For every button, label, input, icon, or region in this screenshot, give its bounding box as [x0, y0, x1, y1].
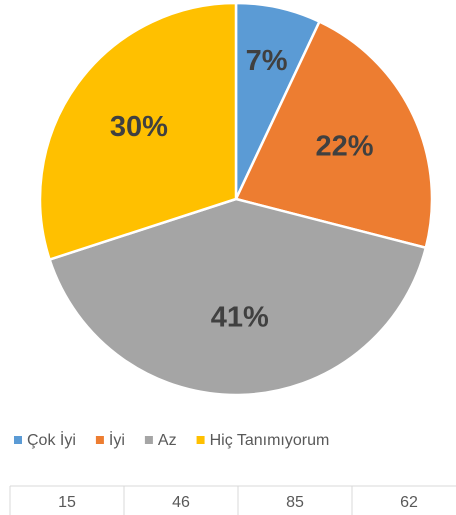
table-cell: 85 [286, 494, 304, 511]
legend-label: Az [158, 432, 177, 449]
legend-swatch [14, 436, 22, 444]
pie-slice [38, 1, 238, 262]
legend-label: Hiç Tanımıyorum [210, 432, 330, 449]
legend-label: Çok İyi [27, 430, 76, 449]
data-label: 22% [316, 131, 374, 163]
data-label: 41% [211, 302, 269, 334]
pie: 7% 22% 41% 30% [38, 1, 434, 397]
table-cell: 15 [58, 494, 76, 511]
pie-slice [48, 197, 428, 397]
legend-swatch [144, 436, 153, 444]
data-label: 30% [110, 111, 168, 143]
legend-swatch [196, 436, 205, 444]
table-cell: 46 [172, 494, 190, 511]
table: 15 46 85 62 [9, 485, 456, 515]
legend: Çok İyi İyi Az Hiç Tanımıyorum [14, 430, 329, 449]
legend-swatch [95, 436, 104, 444]
table-cell: 62 [400, 494, 418, 511]
data-label: 7% [246, 45, 288, 77]
pie-slice [234, 19, 434, 250]
legend-label: İyi [109, 430, 125, 449]
